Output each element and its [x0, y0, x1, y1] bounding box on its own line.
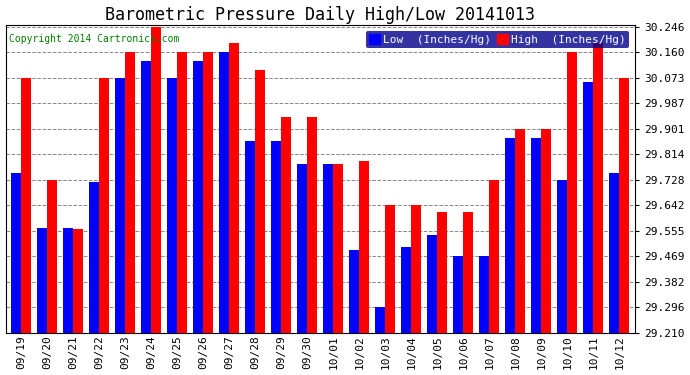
- Bar: [333, 164, 343, 333]
- Bar: [620, 78, 629, 333]
- Bar: [177, 52, 187, 333]
- Bar: [167, 78, 177, 333]
- Bar: [402, 247, 411, 333]
- Bar: [505, 138, 515, 333]
- Bar: [37, 228, 47, 333]
- Bar: [541, 129, 551, 333]
- Bar: [453, 256, 463, 333]
- Bar: [489, 180, 499, 333]
- Bar: [463, 211, 473, 333]
- Bar: [584, 82, 593, 333]
- Bar: [567, 52, 577, 333]
- Bar: [11, 173, 21, 333]
- Bar: [229, 43, 239, 333]
- Text: Copyright 2014 Cartronics.com: Copyright 2014 Cartronics.com: [9, 34, 179, 44]
- Bar: [593, 43, 603, 333]
- Bar: [47, 180, 57, 333]
- Bar: [21, 78, 31, 333]
- Bar: [480, 256, 489, 333]
- Bar: [375, 308, 385, 333]
- Bar: [193, 61, 204, 333]
- Bar: [141, 61, 151, 333]
- Bar: [411, 205, 421, 333]
- Title: Barometric Pressure Daily High/Low 20141013: Barometric Pressure Daily High/Low 20141…: [106, 6, 535, 24]
- Bar: [115, 78, 125, 333]
- Bar: [271, 141, 282, 333]
- Bar: [297, 164, 307, 333]
- Legend: Low  (Inches/Hg), High  (Inches/Hg): Low (Inches/Hg), High (Inches/Hg): [366, 31, 629, 48]
- Bar: [151, 27, 161, 333]
- Bar: [324, 164, 333, 333]
- Bar: [125, 52, 135, 333]
- Bar: [89, 182, 99, 333]
- Bar: [204, 52, 213, 333]
- Bar: [73, 230, 83, 333]
- Bar: [531, 138, 541, 333]
- Bar: [282, 117, 291, 333]
- Bar: [427, 236, 437, 333]
- Bar: [515, 129, 525, 333]
- Bar: [609, 173, 620, 333]
- Bar: [437, 211, 447, 333]
- Bar: [359, 161, 369, 333]
- Bar: [349, 250, 359, 333]
- Bar: [246, 141, 255, 333]
- Bar: [219, 52, 229, 333]
- Bar: [63, 228, 73, 333]
- Bar: [255, 70, 265, 333]
- Bar: [99, 78, 109, 333]
- Bar: [385, 205, 395, 333]
- Bar: [307, 117, 317, 333]
- Bar: [558, 180, 567, 333]
